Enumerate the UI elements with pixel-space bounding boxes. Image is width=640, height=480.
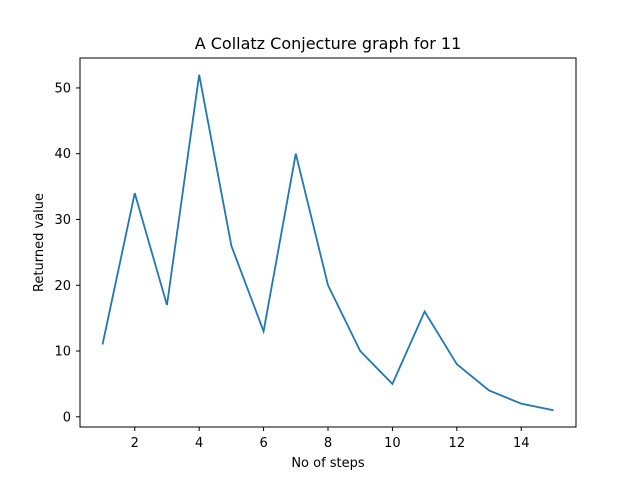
y-tick-label-4: 30 — [54, 213, 71, 228]
series-line-1 — [101, 74, 554, 412]
x-axis-label: No of steps — [291, 456, 365, 471]
y-axis-ticks: 0 10 20 30 40 50 — [54, 81, 80, 425]
y-tick-label-2: 10 — [54, 345, 71, 360]
x-tick-label-1: 2 — [131, 436, 139, 451]
y-axis-label: Returned value — [32, 193, 47, 292]
x-tick-label-2: 4 — [195, 436, 203, 451]
y-tick-label-5: 40 — [54, 147, 71, 162]
x-tick-label-5: 10 — [384, 436, 401, 451]
x-tick-label-4: 8 — [324, 436, 332, 451]
x-axis-ticks: 2 4 6 8 10 12 14 — [131, 427, 530, 451]
series-layer — [101, 74, 554, 412]
plot-background — [80, 58, 576, 427]
y-tick-label-6: 50 — [54, 81, 71, 96]
y-tick-label-3: 20 — [54, 279, 71, 294]
plot-area: 2 4 6 8 10 12 14 0 10 20 30 40 50 — [54, 57, 577, 451]
x-tick-label-7: 14 — [513, 436, 530, 451]
y-tick-label-1: 0 — [63, 410, 71, 425]
x-tick-label-3: 6 — [259, 436, 267, 451]
plot-frame — [79, 57, 577, 428]
chart-title: A Collatz Conjecture graph for 11 — [195, 34, 462, 53]
x-tick-label-6: 12 — [449, 436, 466, 451]
